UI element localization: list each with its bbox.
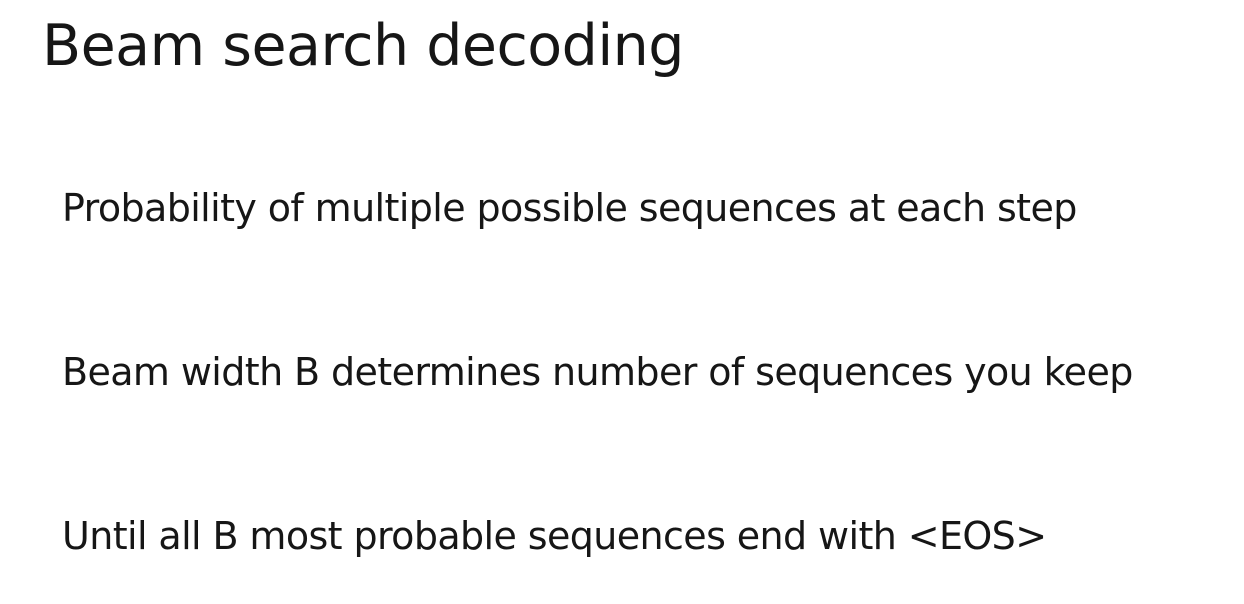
bullet-point-probability: Probability of multiple possible sequenc… — [62, 186, 1077, 230]
bullet-point-until-eos: Until all B most probable sequences end … — [62, 514, 1047, 558]
slide-title: Beam search decoding — [42, 13, 685, 79]
bullet-point-beam-width: Beam width B determines number of sequen… — [62, 350, 1133, 394]
